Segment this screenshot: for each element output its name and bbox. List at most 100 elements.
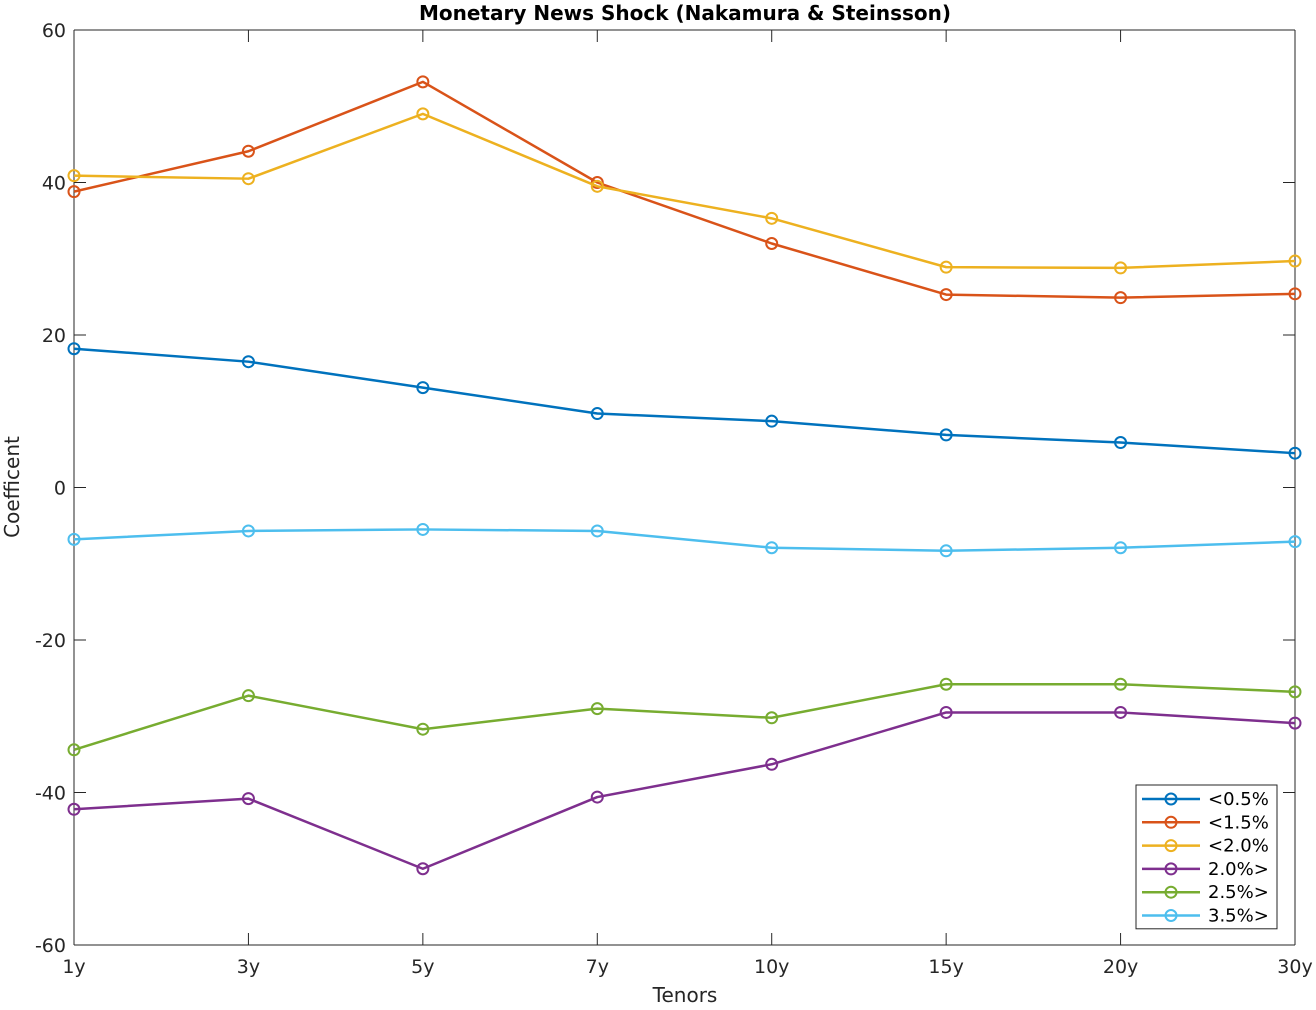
data-point (1288, 287, 1302, 301)
data-point (590, 407, 604, 421)
data-point (416, 722, 430, 736)
data-point (590, 702, 604, 716)
data-point (939, 544, 953, 558)
y-axis-label: Coefficent (0, 436, 24, 538)
data-point (1114, 541, 1128, 555)
series-line (73, 112, 1296, 270)
legend-item: <0.5% (1142, 789, 1269, 810)
series-1 (67, 342, 1302, 460)
y-tick-label: -60 (35, 935, 66, 957)
x-tick-label: 10y (754, 956, 789, 978)
legend-marker (1164, 885, 1178, 899)
data-point (1288, 446, 1302, 460)
legend-label: 2.0%> (1208, 859, 1269, 880)
data-point (67, 185, 81, 199)
data-point (939, 288, 953, 302)
y-tick-label: -40 (35, 783, 66, 805)
data-point (939, 428, 953, 442)
data-point (67, 532, 81, 546)
legend-item: <2.0% (1142, 836, 1269, 857)
x-tick-label: 3y (237, 956, 260, 978)
series-line (73, 80, 1296, 299)
data-point (416, 107, 430, 121)
series-group (67, 75, 1302, 876)
legend-label: <0.5% (1208, 789, 1269, 810)
data-point (67, 802, 81, 816)
data-point (1288, 716, 1302, 730)
series-line (73, 682, 1296, 751)
data-point (1114, 261, 1128, 275)
chart-title: Monetary News Shock (Nakamura & Steinsso… (419, 1, 951, 25)
data-point (67, 342, 81, 356)
x-tick-label: 15y (928, 956, 963, 978)
legend-label: <2.0% (1208, 836, 1269, 857)
data-point (1288, 535, 1302, 549)
data-point (765, 711, 779, 725)
data-point (1288, 685, 1302, 699)
legend-marker (1164, 909, 1178, 922)
data-point (241, 144, 255, 158)
x-tick-label: 7y (586, 956, 609, 978)
data-point (241, 524, 255, 538)
data-point (1114, 705, 1128, 719)
x-tick-label: 5y (411, 956, 434, 978)
series-line (73, 528, 1296, 553)
legend-label: 2.5%> (1208, 882, 1269, 903)
series-line (73, 347, 1296, 455)
data-point (1288, 254, 1302, 268)
data-point (1114, 436, 1128, 450)
x-tick-label: 30y (1277, 956, 1312, 978)
y-tick-label: -20 (35, 630, 66, 652)
legend-item: 2.5%> (1142, 882, 1269, 903)
series-2 (67, 75, 1302, 305)
data-point (590, 524, 604, 538)
data-point (590, 176, 604, 189)
legend-item: 3.5%> (1142, 906, 1269, 927)
data-point (765, 211, 779, 225)
series-6 (67, 522, 1302, 558)
y-tick-label: 0 (54, 478, 66, 500)
data-point (241, 355, 255, 369)
series-4 (67, 705, 1302, 876)
data-point (1114, 677, 1128, 691)
legend-label: <1.5% (1208, 812, 1269, 833)
legend-marker (1164, 815, 1178, 829)
legend-item: 2.0%> (1142, 859, 1269, 880)
data-point (765, 414, 779, 428)
series-line (73, 711, 1296, 870)
data-point (939, 260, 953, 274)
y-tick-label: 40 (42, 173, 66, 195)
axes: -60 -40 -20 0 20 40 60 1y 3y 5y 7y 10y 15y 20y 30y (35, 20, 1313, 978)
y-tick-label: 20 (42, 325, 66, 347)
data-point (765, 757, 779, 771)
legend-item: <1.5% (1142, 812, 1269, 833)
data-point (590, 179, 604, 193)
data-point (590, 790, 604, 804)
data-point (1114, 291, 1128, 305)
data-point (416, 381, 430, 395)
data-point (416, 522, 430, 536)
data-point (765, 541, 779, 555)
data-point (67, 169, 81, 183)
data-point (416, 862, 430, 876)
data-point (67, 743, 81, 757)
data-point (939, 677, 953, 691)
series-5 (67, 677, 1302, 757)
legend-label: 3.5%> (1208, 906, 1269, 927)
data-point (241, 172, 255, 186)
x-tick-label: 20y (1103, 956, 1138, 978)
data-point (416, 75, 430, 89)
legend: <0.5%<1.5% <2.0%2.0%>2.5%> 3.5%> (1135, 784, 1278, 930)
data-point (939, 705, 953, 719)
data-point (765, 237, 779, 250)
legend-box (1135, 784, 1278, 930)
y-tick-label: 60 (42, 20, 66, 42)
data-point (241, 792, 255, 806)
series-3 (67, 107, 1302, 275)
legend-marker (1164, 792, 1178, 806)
legend-marker (1164, 839, 1178, 853)
x-axis-label: Tenors (652, 983, 718, 1006)
x-tick-label: 1y (62, 956, 85, 978)
